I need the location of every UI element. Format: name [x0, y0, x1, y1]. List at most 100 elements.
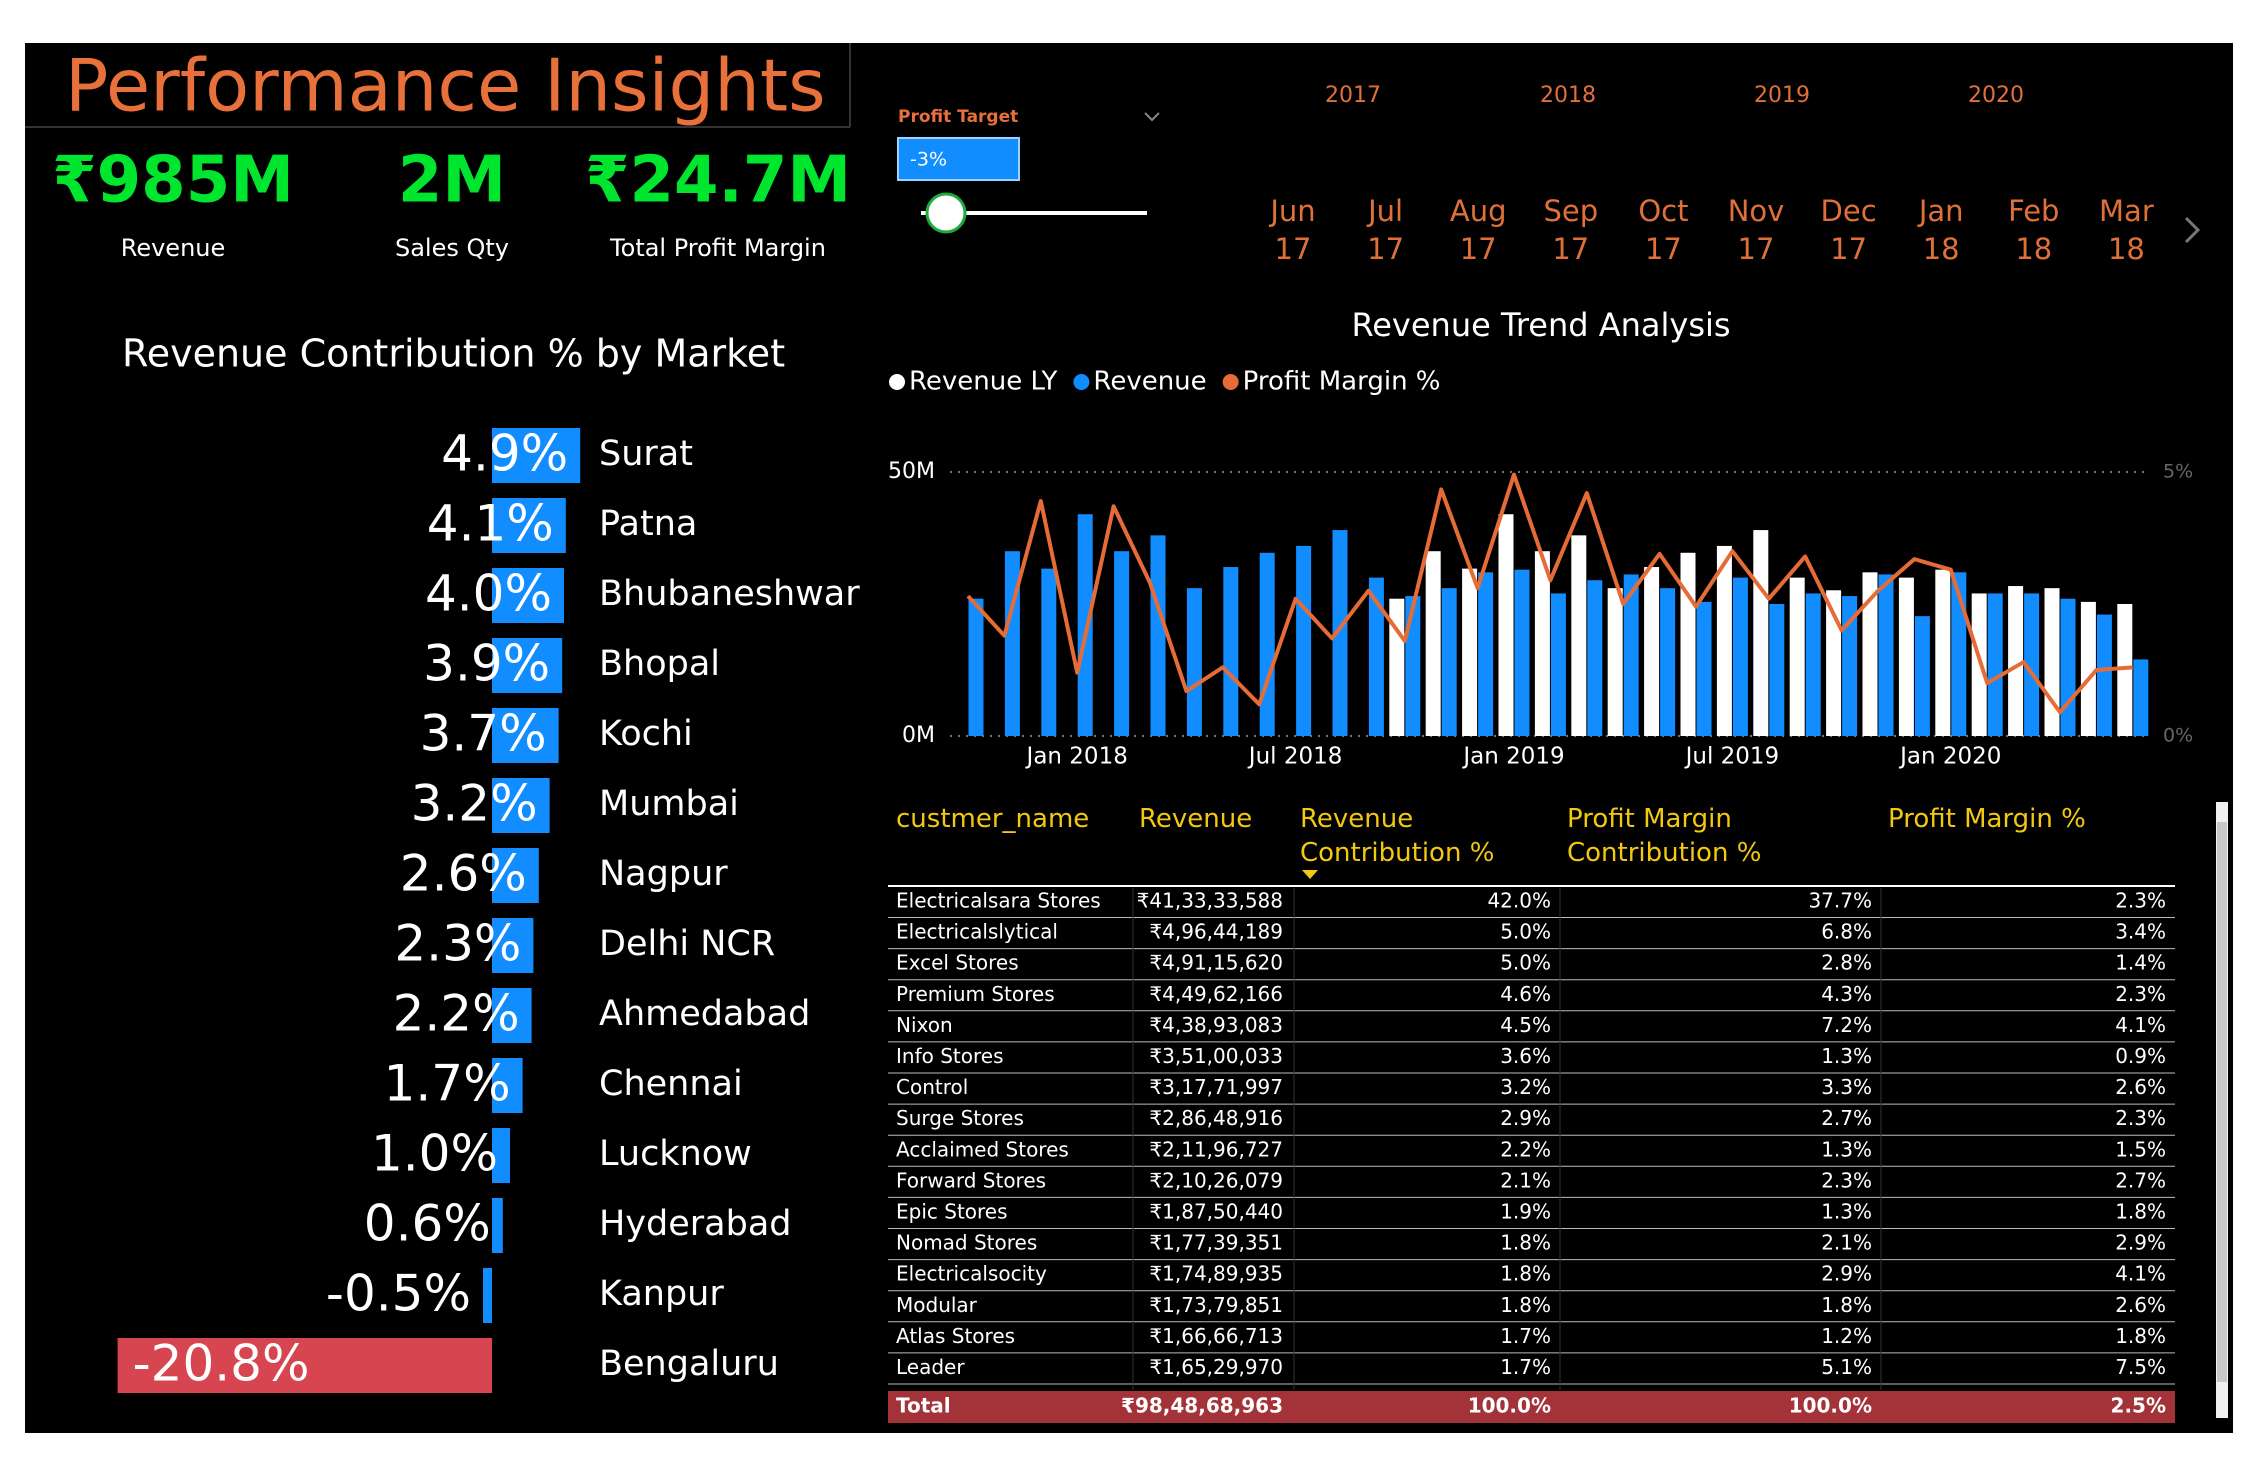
- table-cell: 1.3%: [1821, 1200, 1872, 1224]
- chart-title: Revenue Contribution % by Market: [122, 332, 785, 376]
- bar: [492, 918, 534, 973]
- timeline-month[interactable]: Jun: [1268, 194, 1315, 228]
- timeline-year[interactable]: 2020: [1968, 83, 2024, 108]
- table-cell: Acclaimed Stores: [896, 1137, 1069, 1161]
- bar: [1769, 604, 1785, 736]
- timeline-month[interactable]: Sep: [1543, 194, 1598, 228]
- category-label: Hyderabad: [599, 1204, 792, 1244]
- table-cell: 1.9%: [1500, 1200, 1551, 1224]
- kpi-label: Total Profit Margin: [609, 234, 826, 262]
- table-cell: 2.2%: [1500, 1137, 1551, 1161]
- bar: [492, 638, 563, 693]
- table-cell: ₹3,17,71,997: [1149, 1075, 1283, 1099]
- timeline-month-year[interactable]: 18: [1923, 232, 1960, 266]
- bar: [1914, 616, 1930, 736]
- column-header-box[interactable]: custmer_name: [896, 802, 1136, 882]
- table-cell: 3.2%: [1500, 1075, 1551, 1099]
- bar-value-label: 2.2%: [393, 985, 520, 1043]
- timeline-month-year[interactable]: 17: [1275, 232, 1312, 266]
- bar: [1150, 535, 1166, 736]
- bar: [1935, 569, 1951, 736]
- bar: [1898, 577, 1914, 736]
- table-cell: 7.2%: [1821, 1013, 1872, 1037]
- timeline-month[interactable]: Oct: [1638, 194, 1688, 228]
- timeline-month-year[interactable]: 17: [1460, 232, 1497, 266]
- category-label: Ahmedabad: [599, 994, 810, 1034]
- column-header-box[interactable]: Profit Margin %: [1888, 802, 2188, 882]
- table-cell: 1.8%: [2115, 1200, 2166, 1224]
- bar: [1862, 572, 1878, 736]
- timeline-month[interactable]: Dec: [1821, 194, 1877, 228]
- timeline-month-year[interactable]: 17: [1367, 232, 1404, 266]
- chart-title: Revenue Trend Analysis: [1351, 306, 1730, 344]
- slider-knob[interactable]: [925, 192, 967, 234]
- timeline-month[interactable]: Feb: [2008, 194, 2059, 228]
- kpi-value: ₹24.7M: [585, 144, 851, 218]
- bar: [1987, 593, 2003, 736]
- column-header[interactable]: Profit Margin Contribution %: [1567, 804, 1762, 868]
- table-cell: Epic Stores: [896, 1200, 1008, 1224]
- table-cell: 4.1%: [2115, 1262, 2166, 1286]
- timeline-next[interactable]: [2184, 216, 2201, 244]
- slicer-input[interactable]: [897, 137, 1020, 181]
- timeline-month-year[interactable]: 18: [2015, 232, 2052, 266]
- category-label: Bhubaneshwar: [599, 574, 860, 614]
- column-header-box[interactable]: Profit Margin Contribution %: [1567, 802, 1847, 882]
- column-header-box[interactable]: Revenue Contribution %: [1300, 802, 1510, 882]
- table-cell: 2.6%: [2115, 1293, 2166, 1317]
- table-cell: Leader: [896, 1355, 965, 1379]
- bar: [1259, 552, 1275, 736]
- category-label: Lucknow: [599, 1134, 752, 1174]
- category-label: Bhopal: [599, 644, 720, 684]
- table-cell: 5.1%: [1821, 1355, 1872, 1379]
- timeline-month[interactable]: Jan: [1917, 194, 1964, 228]
- bar: [2024, 593, 2040, 736]
- table-cell: 1.5%: [2115, 1137, 2166, 1161]
- timeline-month-year[interactable]: 17: [1830, 232, 1867, 266]
- table-cell: 2.9%: [1821, 1262, 1872, 1286]
- timeline-month-year[interactable]: 17: [1552, 232, 1589, 266]
- timeline-year[interactable]: 2017: [1325, 83, 1381, 108]
- x-tick-label: Jan 2019: [1461, 744, 1564, 770]
- legend-label: Profit Margin %: [1243, 367, 1441, 397]
- legend-marker: [889, 374, 905, 390]
- timeline-month[interactable]: Jul: [1366, 194, 1403, 228]
- bar: [1462, 568, 1478, 736]
- timeline-year[interactable]: 2018: [1540, 83, 1596, 108]
- table-cell: 1.8%: [1500, 1262, 1551, 1286]
- column-header[interactable]: Revenue Contribution %: [1300, 804, 1495, 868]
- bar: [1114, 551, 1130, 736]
- timeline-month-year[interactable]: 17: [1645, 232, 1682, 266]
- column-header-box[interactable]: Revenue: [1139, 802, 1289, 882]
- category-label: Kochi: [599, 714, 693, 754]
- bar: [492, 708, 559, 763]
- bar: [1842, 596, 1858, 736]
- x-tick-label: Jan 2020: [1898, 744, 2001, 770]
- bar-value-label: 1.0%: [371, 1125, 498, 1183]
- scrollbar-thumb[interactable]: [2217, 822, 2227, 1382]
- bar: [2044, 588, 2060, 736]
- bar: [1332, 530, 1348, 736]
- total-row: [888, 1391, 2175, 1423]
- kpi-value: ₹985M: [52, 144, 294, 218]
- table-cell: Electricalsocity: [896, 1262, 1047, 1286]
- table-cell: 2.7%: [2115, 1168, 2166, 1192]
- bar-value-label: 1.7%: [384, 1055, 511, 1113]
- table-cell: 5.0%: [1500, 951, 1551, 975]
- bar: [1826, 590, 1842, 736]
- column-header[interactable]: Profit Margin %: [1888, 804, 2086, 834]
- timeline-month-year[interactable]: 17: [1738, 232, 1775, 266]
- bar: [492, 568, 564, 623]
- slicer-value[interactable]: -3%: [910, 149, 947, 171]
- timeline-month[interactable]: Mar: [2099, 194, 2154, 228]
- bar: [968, 598, 984, 736]
- dropdown-chevron[interactable]: [1144, 112, 1160, 122]
- timeline-year[interactable]: 2019: [1754, 83, 1810, 108]
- table-cell: ₹98,48,68,963: [1121, 1394, 1283, 1418]
- column-header[interactable]: Revenue: [1139, 804, 1253, 834]
- bar: [1805, 593, 1821, 736]
- timeline-month[interactable]: Aug: [1450, 194, 1507, 228]
- column-header[interactable]: custmer_name: [896, 804, 1090, 834]
- timeline-month-year[interactable]: 18: [2108, 232, 2145, 266]
- timeline-month[interactable]: Nov: [1728, 194, 1785, 228]
